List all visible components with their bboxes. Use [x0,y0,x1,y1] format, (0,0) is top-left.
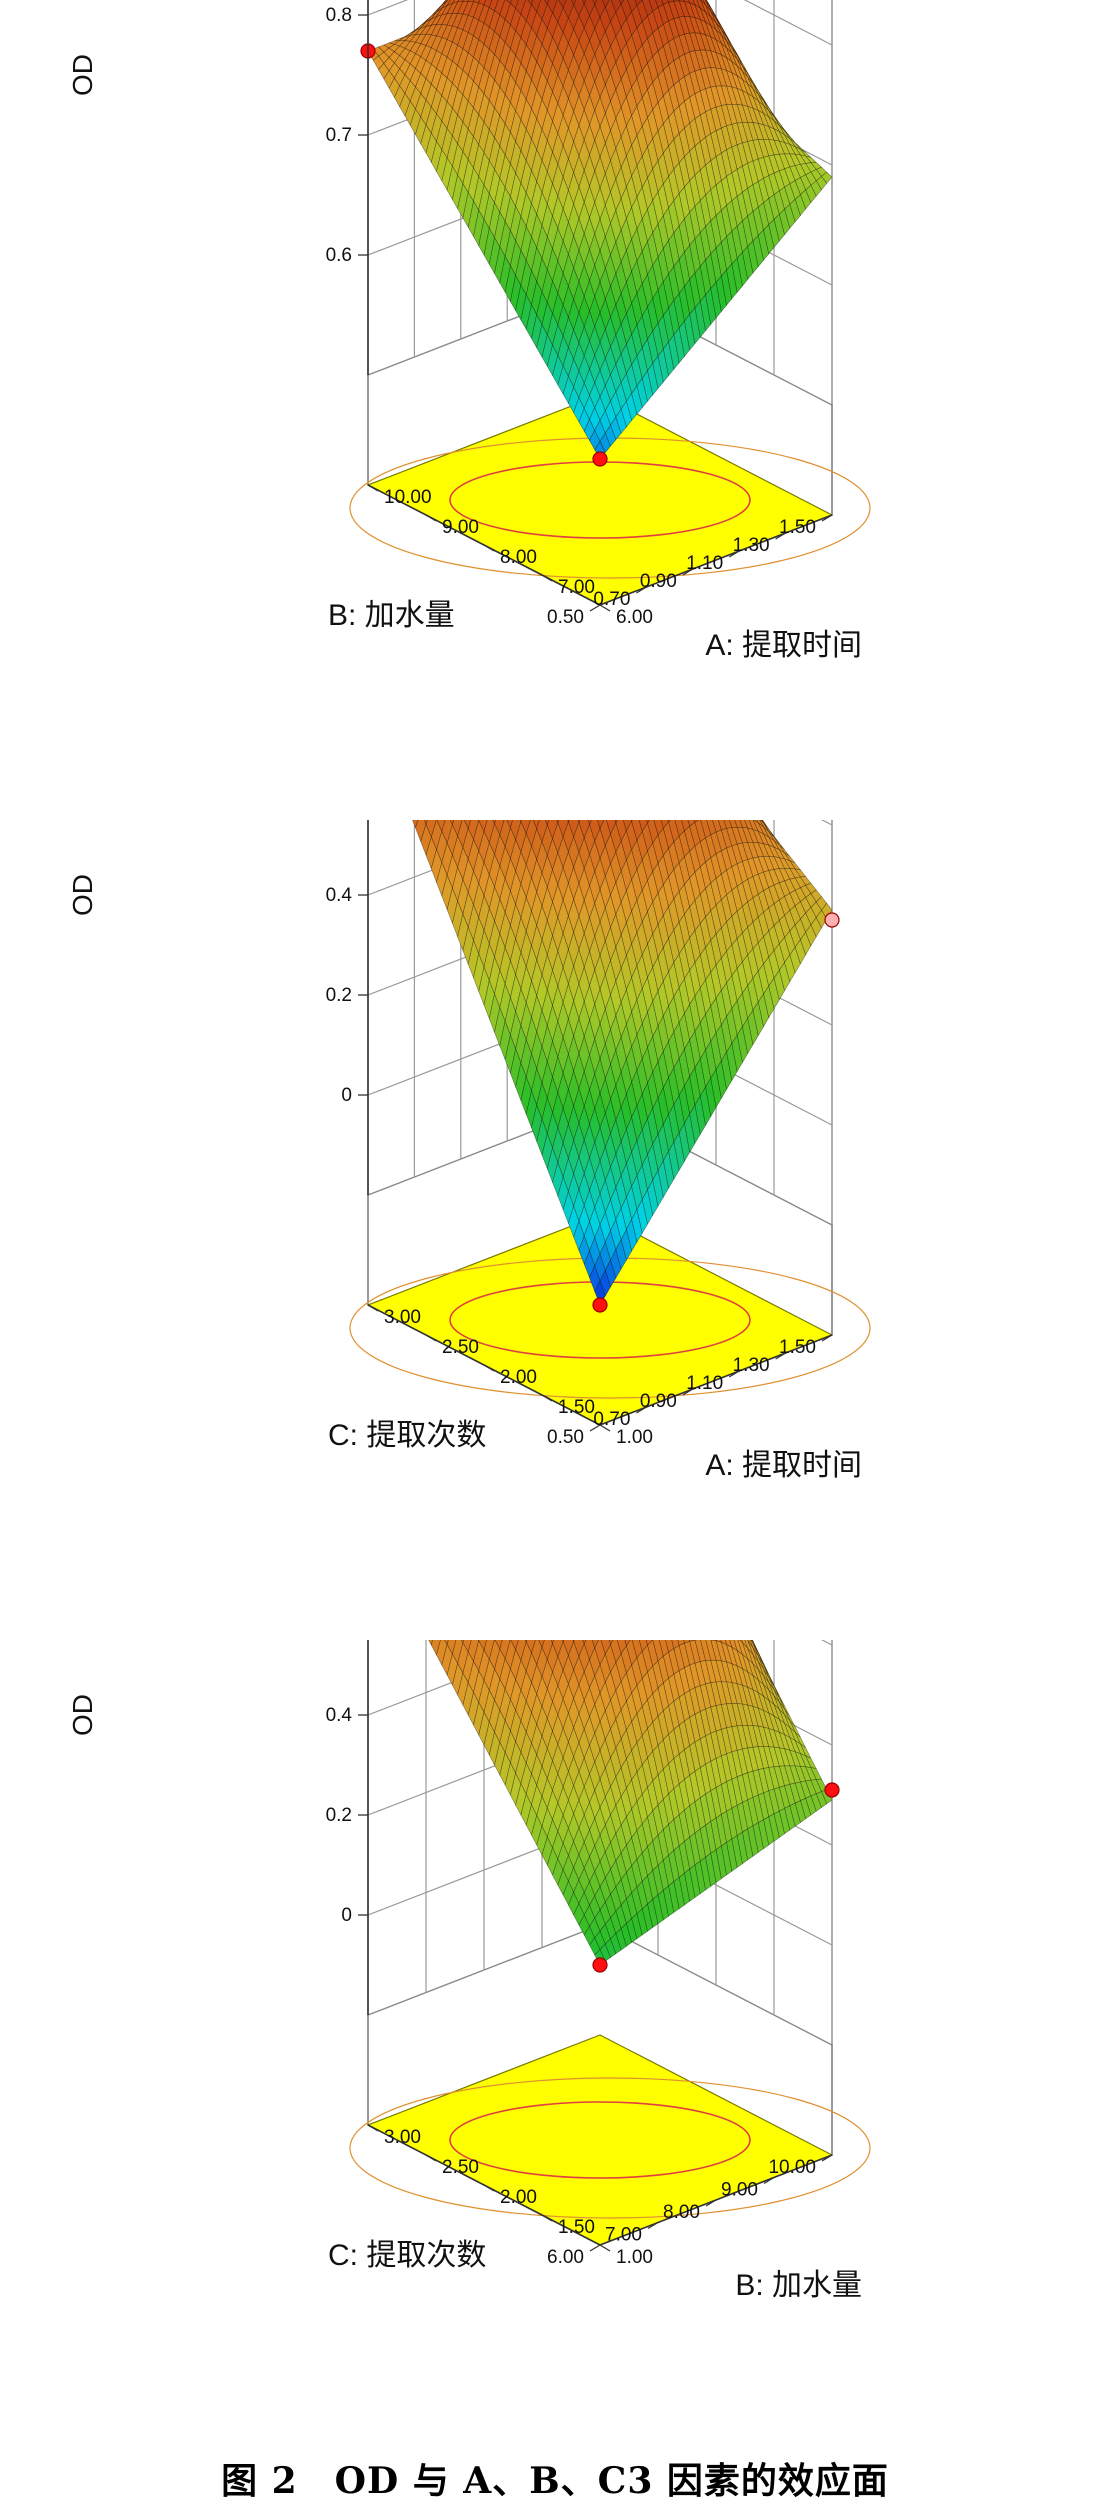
floor-contour [349,2077,871,2219]
response-surface [367,0,833,460]
y-tick-label: 0.70 [593,1409,630,1430]
x-tick-label: 2.00 [500,1367,537,1388]
axes: 1.00 1.50 2.00 2.50 3.00 0.50 0.70 0.90 1.10 1.30… [67,820,862,1482]
design-point [824,1782,840,1798]
figure-caption: 图 2 OD 与 A、B、C3 因素的效应面 [221,2460,889,2502]
z-axis-title: OD [67,874,98,916]
z-tick-label: 0.4 [326,1705,353,1726]
x-tick-label: 1.00 [616,2247,653,2268]
x-tick-label: 2.00 [500,2187,537,2208]
y-axis-title: A: 提取时间 [705,629,862,662]
response-surface [412,820,833,1306]
y-tick-label: 1.30 [733,535,770,556]
z-tick-label: 0.7 [326,125,352,146]
axes: 1.00 1.50 2.00 2.50 3.00 6.00 7.00 8.00 9.00 10.0… [67,1640,862,2302]
y-tick-label: 0.90 [640,1391,677,1412]
floor-plane [349,2015,871,2246]
surface-chart-od-b-c: 1.00 1.50 2.00 2.50 3.00 6.00 7.00 8.00 9.00 10.0… [0,1640,1110,2440]
x-tick-label: 6.00 [616,607,653,628]
design-point [824,912,840,928]
y-tick-label: 1.10 [686,553,723,574]
x-tick-label: 2.50 [442,2157,479,2178]
y-tick-label: 0.70 [593,589,630,610]
axes: 6.00 7.00 8.00 9.00 10.00 0.50 0.70 0.90 1.10 1.3… [67,0,862,662]
surface-chart-od-a-b: 6.00 7.00 8.00 9.00 10.00 0.50 0.70 0.90 1.10 1.3… [0,0,1110,800]
x-tick-label: 1.00 [616,1427,653,1448]
x-tick-label: 8.00 [500,547,537,568]
design-point [592,1957,608,1973]
x-tick-label: 10.00 [384,487,432,508]
z-tick-label: 0 [341,1085,352,1106]
y-tick-label: 6.00 [547,2247,584,2268]
surface-chart-1-svg: 6.00 7.00 8.00 9.00 10.00 0.50 0.70 0.90 1.10 1.3… [67,0,871,662]
z-tick-label: 0.4 [326,885,353,906]
z-tick-label: 0.6 [326,245,352,266]
y-tick-label: 1.50 [779,517,816,538]
z-tick-label: 0.2 [326,985,352,1006]
y-tick-label: 7.00 [605,2225,642,2246]
x-tick-label: 1.50 [558,1397,595,1418]
x-axis-title: B: 加水量 [328,599,455,632]
design-point [592,1297,608,1313]
y-tick-label: 10.00 [768,2157,816,2178]
y-tick-label: 1.50 [779,1337,816,1358]
x-tick-label: 1.50 [558,2217,595,2238]
surface-chart-2-svg: 1.00 1.50 2.00 2.50 3.00 0.50 0.70 0.90 1.10 1.30… [67,820,871,1482]
surface-chart-od-a-c: 1.00 1.50 2.00 2.50 3.00 0.50 0.70 0.90 1.10 1.30… [0,820,1110,1620]
y-axis-title: A: 提取时间 [705,1449,862,1482]
design-point [592,451,608,467]
x-tick-label: 3.00 [384,2127,421,2148]
y-tick-label: 0.50 [547,607,584,628]
x-tick-label: 2.50 [442,1337,479,1358]
x-axis-title: C: 提取次数 [328,1419,486,1452]
y-tick-label: 8.00 [663,2202,700,2223]
floor-contour [449,2101,751,2179]
z-axis-title: OD [67,54,98,96]
y-tick-label: 9.00 [721,2180,758,2201]
z-tick-label: 0.2 [326,1805,352,1826]
design-points [592,1782,840,1973]
y-axis-title: B: 加水量 [735,2269,862,2302]
y-tick-label: 1.30 [733,1355,770,1376]
x-tick-label: 9.00 [442,517,479,538]
x-tick-label: 7.00 [558,577,595,598]
y-tick-label: 0.90 [640,571,677,592]
z-tick-label: 0 [341,1905,352,1926]
x-tick-label: 3.00 [384,1307,421,1328]
z-tick-label: 0.8 [326,5,352,26]
y-tick-label: 0.50 [547,1427,584,1448]
z-axis-title: OD [67,1694,98,1736]
response-surface [428,1640,833,1966]
surface-chart-3-svg: 1.00 1.50 2.00 2.50 3.00 6.00 7.00 8.00 9.00 10.0… [67,1640,871,2302]
design-points [592,912,840,1313]
y-tick-label: 1.10 [686,1373,723,1394]
x-axis-title: C: 提取次数 [328,2239,486,2272]
